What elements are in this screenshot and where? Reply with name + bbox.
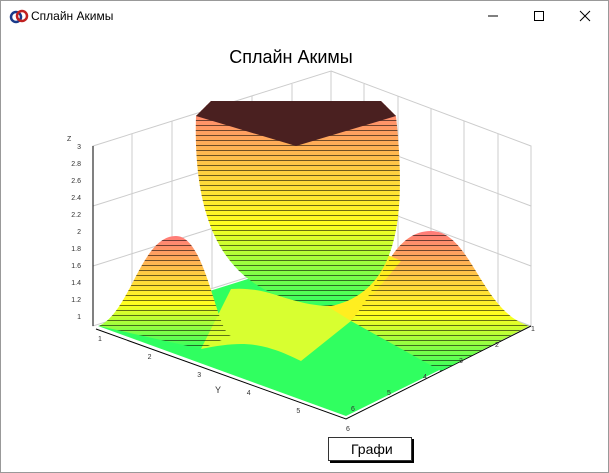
floor-axes	[95, 325, 532, 420]
title-bar: Сплайн Акимы	[1, 1, 608, 31]
y-tick-label: 1	[98, 336, 102, 343]
z-tick-label: 1.4	[71, 280, 81, 287]
y-tick-label: 6	[346, 426, 350, 433]
y-tick-label: 3	[197, 372, 201, 379]
z-tick-label: 1.6	[71, 263, 81, 270]
z-tick-label: 1.2	[71, 297, 81, 304]
graph-button[interactable]: Графи	[328, 437, 412, 461]
y-tick-label: 5	[296, 408, 300, 415]
window-title: Сплайн Акимы	[31, 9, 114, 23]
x-tick-label: 4	[423, 374, 427, 381]
z-tick-label: 2	[77, 229, 81, 236]
app-icon	[9, 9, 29, 24]
close-button[interactable]	[562, 1, 608, 31]
z-tick-label: 2.8	[71, 161, 81, 168]
z-axis-label: Z	[67, 136, 72, 143]
x-tick-label: 2	[495, 342, 499, 349]
z-tick-label: 1	[77, 314, 81, 321]
y-tick-label: 4	[247, 390, 251, 397]
minimize-button[interactable]	[470, 1, 516, 31]
z-tick-label: 2.6	[71, 178, 81, 185]
z-tick-label: 1.8	[71, 246, 81, 253]
z-tick-label: 2.2	[71, 212, 81, 219]
maximize-button[interactable]	[516, 1, 562, 31]
surface	[98, 101, 529, 416]
surface-plot: Сплайн Акимы Z 1 1.2 1.4 1.6 1.8 2 2.2 2.4 2.6 2.8…	[67, 47, 535, 433]
x-tick-label: 3	[459, 358, 463, 365]
x-tick-label: 6	[351, 406, 355, 413]
x-tick-label: 1	[531, 326, 535, 333]
x-tick-label: 5	[387, 390, 391, 397]
z-tick-label: 2.4	[71, 195, 81, 202]
y-tick-label: 2	[148, 354, 152, 361]
y-axis-label: Y	[215, 385, 221, 395]
z-tick-label: 3	[77, 144, 81, 151]
plot-title: Сплайн Акимы	[229, 47, 353, 67]
